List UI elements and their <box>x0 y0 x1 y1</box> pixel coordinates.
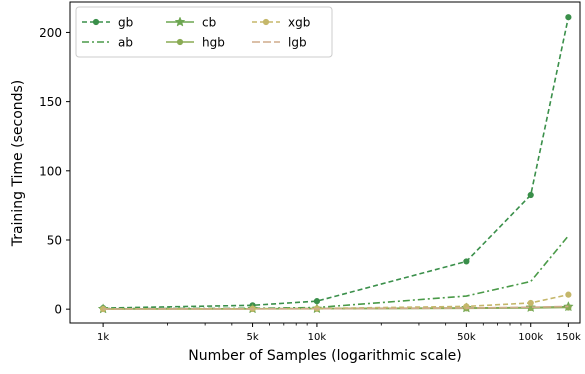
legend-item-gb: gb <box>82 16 133 30</box>
data-point-xgb <box>565 291 572 298</box>
legend-box <box>75 6 333 58</box>
data-point-gb <box>565 14 572 21</box>
legend: gb ab cb hgb xgb lgb <box>75 6 333 58</box>
legend-label-hgb: hgb <box>202 36 225 50</box>
legend-item-xgb: xgb <box>252 16 310 30</box>
plot-frame <box>69 1 581 324</box>
series-line-ab <box>103 235 569 310</box>
y-tick-label: 150 <box>39 95 62 109</box>
legend-label-ab: ab <box>118 36 133 50</box>
legend-item-hgb: hgb <box>166 36 225 50</box>
x-axis-title: Number of Samples (logarithmic scale) <box>188 348 461 364</box>
y-tick-label: 200 <box>39 26 62 40</box>
legend-marker-gb <box>92 18 100 26</box>
data-point-gb <box>463 258 470 265</box>
series-line-gb <box>103 17 570 309</box>
x-tick-label: 50k <box>457 332 476 343</box>
x-tick-label: 10k <box>308 332 327 343</box>
legend-item-ab: ab <box>82 36 133 50</box>
legend-marker-hgb <box>176 38 184 46</box>
series-layer <box>97 14 574 314</box>
series-line-lgb <box>103 305 569 310</box>
y-axis: 0 50 100 150 200 <box>39 26 70 317</box>
x-tick-label: 100k <box>518 332 543 343</box>
x-tick-label: 5k <box>246 332 258 343</box>
legend-item-lgb: lgb <box>252 36 307 50</box>
series-ab <box>103 235 569 310</box>
series-lgb <box>103 305 569 310</box>
legend-label-gb: gb <box>118 16 133 30</box>
x-tick-label: 1k <box>97 332 109 343</box>
legend-label-lgb: lgb <box>288 36 307 50</box>
x-axis: 1k 5k 10k 50k 100k 150k <box>97 323 581 343</box>
legend-marker-xgb <box>262 18 270 26</box>
data-point-gb <box>313 298 321 305</box>
x-tick-label: 150k <box>556 332 581 343</box>
legend-marker-cb <box>174 16 186 27</box>
legend-label-cb: cb <box>202 16 216 30</box>
series-gb <box>100 14 572 312</box>
data-point-xgb <box>527 299 534 307</box>
y-axis-title: Training Time (seconds) <box>10 80 26 248</box>
y-tick-label: 100 <box>39 164 62 178</box>
y-tick-label: 0 <box>54 303 62 317</box>
legend-label-xgb: xgb <box>288 16 310 30</box>
legend-item-cb: cb <box>166 16 216 30</box>
data-point-gb <box>527 191 534 199</box>
y-tick-label: 50 <box>47 233 62 247</box>
